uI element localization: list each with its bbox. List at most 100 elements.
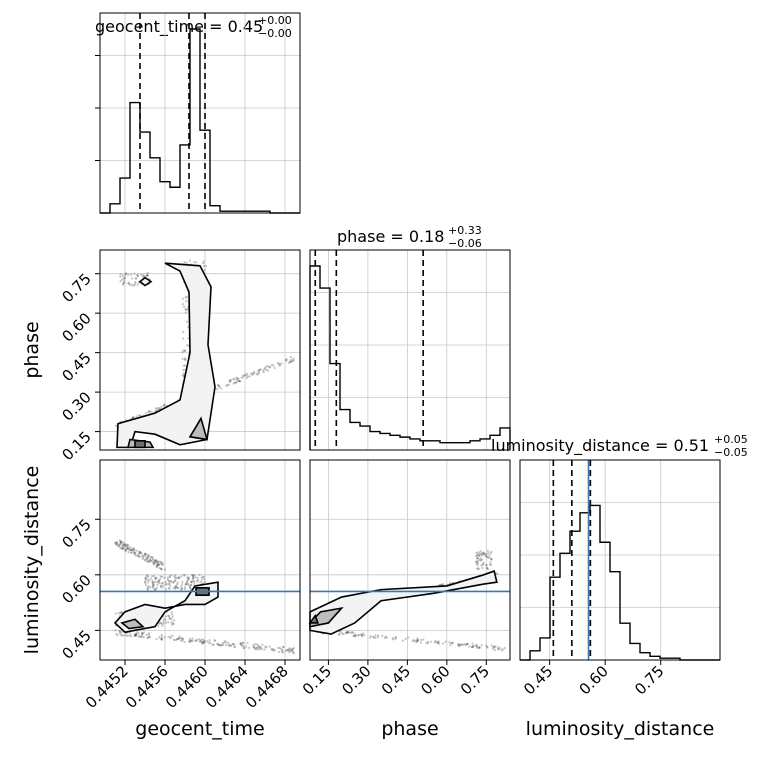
sample-point: [204, 264, 208, 268]
sample-point: [155, 576, 158, 580]
xlabel-luminosity-distance: luminosity_distance: [526, 718, 715, 740]
sample-point: [373, 636, 376, 639]
sample-point: [246, 374, 249, 378]
sample-point: [256, 646, 260, 649]
sample-point: [240, 644, 244, 647]
sample-point: [288, 648, 291, 651]
sample-point: [133, 551, 136, 555]
sample-point: [172, 622, 175, 626]
sample-point: [191, 637, 194, 640]
sample-point: [502, 648, 505, 651]
sample-point: [252, 371, 256, 374]
axes-frame-geocent_time: [99, 12, 301, 214]
sample-point: [182, 330, 185, 334]
sample-point: [149, 556, 152, 559]
sample-point: [175, 585, 178, 588]
sample-point: [184, 349, 187, 352]
sample-point: [137, 550, 141, 553]
sample-point: [227, 641, 230, 644]
y-tick-label: 0.75: [58, 515, 94, 551]
sample-point: [160, 562, 164, 565]
x-tick-label: 0.30: [338, 662, 374, 698]
sample-point: [259, 368, 262, 371]
sample-point: [217, 384, 220, 387]
sample-point: [116, 541, 119, 545]
sample-point: [436, 642, 440, 645]
sample-point: [478, 646, 481, 649]
sample-point: [472, 644, 475, 648]
sample-point: [185, 261, 188, 265]
sample-point: [190, 639, 193, 643]
sample-point: [157, 563, 160, 566]
sample-point: [214, 639, 217, 642]
sample-point: [145, 633, 148, 636]
sample-point: [144, 553, 147, 556]
sample-point: [171, 613, 174, 616]
sample-point: [248, 375, 251, 378]
sample-point: [345, 631, 348, 634]
axes-frame-geocent-lumdist: [99, 459, 301, 661]
sample-point: [228, 379, 231, 382]
sample-point: [172, 581, 175, 584]
x-tick-label: 0.60: [417, 662, 453, 698]
sample-point: [134, 280, 137, 284]
sample-point: [187, 577, 190, 581]
sample-point: [235, 378, 238, 381]
sample-point: [471, 645, 474, 648]
sample-point: [480, 554, 484, 557]
sample-point: [162, 584, 165, 587]
sample-point: [160, 575, 163, 578]
sample-point: [182, 372, 185, 375]
sample-point: [115, 540, 118, 544]
sample-point: [486, 646, 489, 649]
sample-point: [161, 624, 164, 628]
sample-point: [381, 634, 384, 637]
sample-point: [202, 260, 205, 263]
sample-point: [476, 563, 479, 567]
sample-point: [203, 640, 207, 643]
sample-point: [272, 649, 275, 652]
sample-point: [448, 641, 451, 644]
sample-point: [212, 643, 215, 646]
sample-point: [201, 641, 205, 644]
sample-point: [263, 648, 266, 651]
sample-point: [155, 559, 158, 562]
sample-point: [181, 303, 184, 306]
sample-point: [225, 643, 228, 647]
sample-point: [486, 645, 489, 648]
sample-point: [175, 638, 178, 641]
sample-point: [407, 636, 410, 639]
sample-point: [218, 384, 221, 388]
sample-point: [139, 551, 142, 554]
sample-point: [152, 582, 155, 585]
sample-point: [190, 581, 193, 584]
sample-point: [181, 639, 184, 642]
sample-point: [280, 648, 283, 651]
sample-point: [158, 636, 161, 639]
sample-point: [147, 581, 150, 584]
sample-point: [404, 637, 407, 640]
sample-point: [411, 640, 414, 643]
sample-point: [167, 615, 171, 618]
sample-point: [155, 586, 158, 590]
sample-point: [153, 562, 156, 565]
sample-point: [191, 577, 195, 580]
sample-point: [141, 631, 144, 635]
sample-point: [146, 588, 150, 591]
sample-point: [135, 632, 138, 635]
sample-point: [339, 631, 342, 634]
x-tick-label: 0.4456: [122, 662, 172, 712]
sample-point: [141, 633, 144, 636]
sample-point: [185, 295, 188, 299]
sample-point: [203, 268, 206, 271]
sample-point: [174, 584, 177, 588]
sample-point: [134, 633, 138, 636]
sample-point: [155, 565, 158, 568]
sample-point: [167, 586, 170, 590]
sample-point: [173, 587, 177, 590]
sample-point: [282, 651, 285, 654]
sample-point: [195, 261, 198, 264]
sample-point: [354, 635, 357, 638]
sample-point: [451, 642, 454, 645]
sample-point: [122, 281, 125, 285]
